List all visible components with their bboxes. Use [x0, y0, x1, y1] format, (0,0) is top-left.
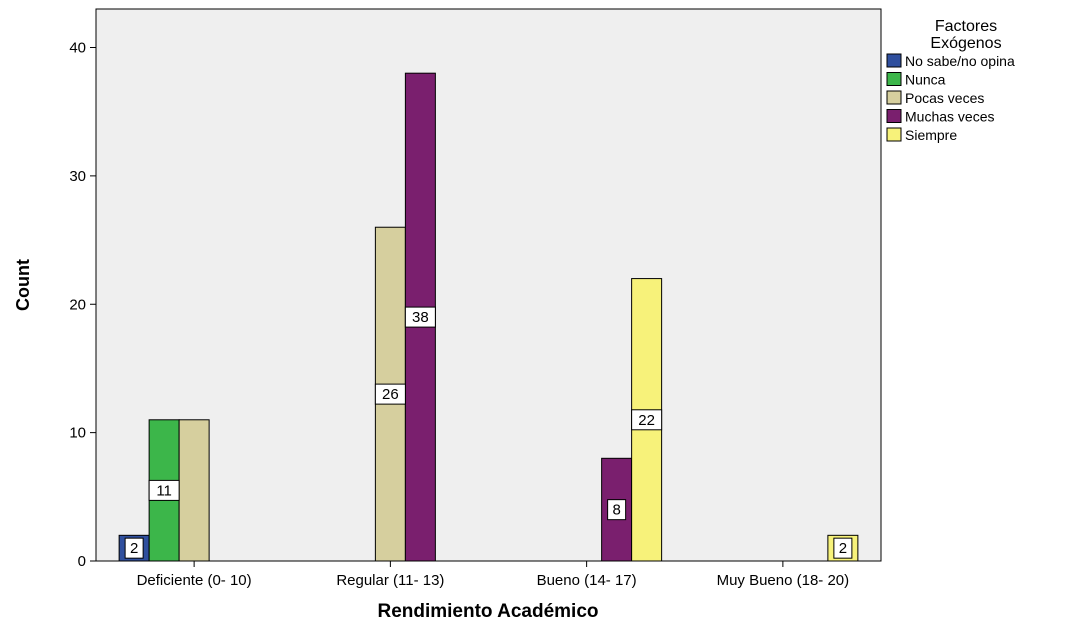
- data-label: 22: [631, 409, 663, 431]
- plot-background: [96, 9, 881, 561]
- data-label-box: [124, 537, 144, 559]
- data-label: 8: [607, 499, 627, 521]
- legend-label: Muchas veces: [905, 109, 994, 125]
- legend-item: Nunca: [886, 72, 946, 88]
- data-label: 2: [124, 537, 144, 559]
- data-label-box: [607, 499, 627, 521]
- data-label-text: 38: [412, 309, 429, 326]
- x-tick-label: Deficiente (0- 10): [137, 572, 252, 589]
- legend-label: No sabe/no opina: [905, 53, 1015, 69]
- data-label: 11: [148, 479, 180, 501]
- y-tick-label: 20: [69, 296, 86, 313]
- y-tick-label: 30: [69, 168, 86, 185]
- data-label-text: 22: [638, 412, 655, 429]
- x-tick-label: Muy Bueno (18- 20): [717, 572, 850, 589]
- data-label-box: [631, 409, 663, 431]
- legend-label: Nunca: [905, 72, 946, 88]
- data-label-text: 8: [612, 502, 620, 519]
- data-label-text: 2: [839, 540, 847, 557]
- legend-title: Exógenos: [930, 35, 1001, 52]
- legend-item: Siempre: [886, 127, 957, 143]
- x-axis-title: Rendimiento Académico: [377, 601, 598, 622]
- legend-swatch: [886, 53, 902, 68]
- legend-swatch: [886, 90, 902, 105]
- data-label-box: [833, 537, 853, 559]
- y-tick-label: 40: [69, 40, 86, 57]
- legend-item: No sabe/no opina: [886, 53, 1015, 69]
- legend-item: Muchas veces: [886, 109, 994, 125]
- y-tick-label: 10: [69, 425, 86, 442]
- data-label: 2: [833, 537, 853, 559]
- y-axis-title: Count: [13, 259, 33, 311]
- data-label: 26: [374, 383, 406, 405]
- data-label-box: [404, 306, 436, 328]
- legend-swatch: [886, 127, 902, 142]
- legend-title: Factores: [935, 18, 997, 35]
- legend-swatch: [886, 72, 902, 86]
- data-label-box: [374, 383, 406, 405]
- legend-label: Siempre: [905, 127, 957, 143]
- y-tick-label: 0: [78, 553, 86, 570]
- legend-label: Pocas veces: [905, 90, 984, 106]
- data-label-text: 26: [382, 386, 399, 403]
- legend-item: Pocas veces: [886, 90, 984, 106]
- data-label: 38: [404, 306, 436, 328]
- x-tick-label: Regular (11- 13): [336, 572, 444, 589]
- data-label-box: [148, 479, 180, 501]
- bar: [178, 419, 210, 562]
- data-label-text: 2: [130, 540, 138, 557]
- axes-group: 0 10 20 30 40 Deficiente (0- 10) Regular (11- …: [69, 8, 882, 589]
- x-tick-label: Bueno (14- 17): [537, 572, 637, 589]
- data-label-text: 11: [156, 482, 172, 499]
- legend-swatch: [886, 109, 902, 123]
- plot-frame: [95, 8, 882, 562]
